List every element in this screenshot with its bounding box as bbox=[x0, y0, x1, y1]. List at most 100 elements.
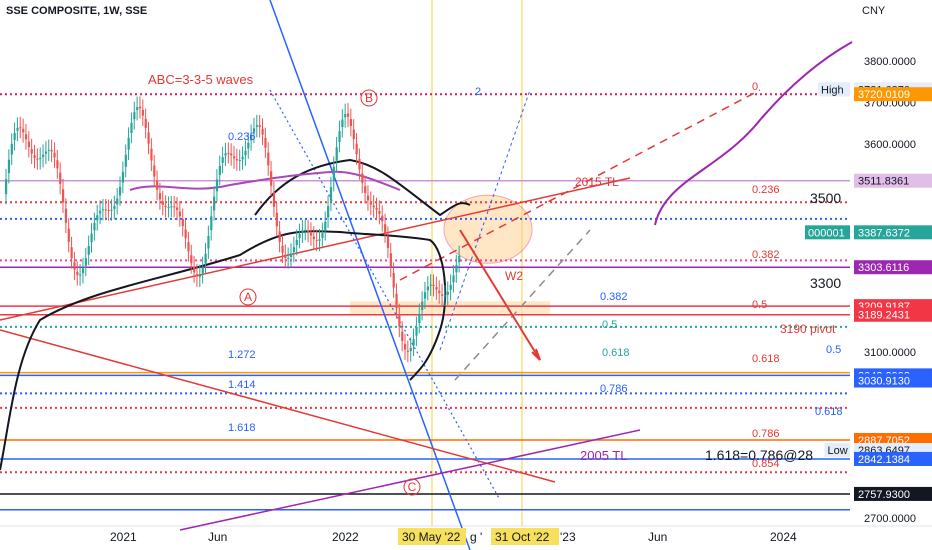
2015-trend-line bbox=[0, 177, 631, 321]
candle-body bbox=[84, 258, 87, 266]
candle-body bbox=[167, 206, 170, 208]
x-tick-label: '23 bbox=[560, 530, 576, 544]
candle-body bbox=[441, 294, 444, 296]
target-ellipse bbox=[443, 194, 533, 264]
candle-body bbox=[221, 157, 224, 163]
candle-body bbox=[230, 153, 233, 156]
candle-body bbox=[153, 165, 156, 177]
price-tag-value: 2842.1384 bbox=[858, 454, 910, 466]
price-tag-label-bg bbox=[818, 82, 850, 97]
fib-label: 2 bbox=[475, 86, 481, 98]
price-tag-bg bbox=[854, 373, 932, 388]
candle-body bbox=[352, 129, 355, 140]
fib-label: 0.618 bbox=[602, 347, 630, 359]
price-tag-bg bbox=[854, 451, 932, 466]
candle-body bbox=[10, 143, 13, 155]
candle-body bbox=[438, 290, 441, 294]
price-tag-value: 3511.8361 bbox=[858, 176, 909, 188]
candle-body bbox=[415, 326, 418, 336]
candle-body bbox=[295, 239, 298, 245]
candle-body bbox=[138, 106, 142, 109]
fib-label: 0 bbox=[752, 81, 758, 93]
wave-label-circle bbox=[360, 89, 378, 107]
candle-body bbox=[96, 215, 99, 221]
candle-body bbox=[278, 231, 281, 242]
wave-label-a: A bbox=[244, 290, 252, 304]
candle-body bbox=[298, 233, 301, 238]
candle-body bbox=[81, 268, 85, 274]
candle-body bbox=[93, 223, 96, 231]
candle-body bbox=[287, 257, 290, 259]
candle-body bbox=[272, 192, 276, 207]
candle-body bbox=[446, 291, 449, 295]
x-tick-label: Jun bbox=[208, 530, 227, 544]
price-tag-label: Low bbox=[828, 445, 848, 457]
candle-body bbox=[73, 262, 76, 270]
candle-body bbox=[304, 229, 307, 231]
candle-body bbox=[349, 119, 353, 127]
candle-body bbox=[13, 132, 16, 141]
candle-body bbox=[384, 224, 387, 233]
price-tag-value: 3303.6116 bbox=[858, 262, 909, 274]
annotation-label: 3190 pivot bbox=[780, 322, 836, 336]
price-tag-value: 3720.0109 bbox=[858, 89, 910, 101]
projection-arrow bbox=[459, 229, 541, 361]
y-tick-label: 3100.0000 bbox=[864, 347, 916, 359]
candle-body bbox=[7, 159, 11, 174]
candle-body bbox=[321, 233, 324, 238]
candle-body bbox=[318, 239, 321, 241]
candle-body bbox=[238, 160, 241, 162]
x-tick-label: 2022 bbox=[332, 530, 359, 544]
x-tick-label: Jun bbox=[648, 530, 667, 544]
candle-body bbox=[241, 156, 244, 160]
candle-body bbox=[366, 195, 370, 201]
fib-label: 0.786 bbox=[752, 428, 780, 440]
candle-body bbox=[213, 196, 216, 211]
candle-body bbox=[270, 171, 273, 186]
candle-body bbox=[386, 236, 390, 248]
annotation-label: ABC=3-3-5 waves bbox=[148, 72, 254, 87]
candle-body bbox=[124, 154, 127, 167]
price-tag-label: High bbox=[821, 84, 844, 96]
price-tag-label: 000001 bbox=[808, 227, 845, 239]
candle-body bbox=[50, 149, 53, 152]
fib-label: 0.5 bbox=[752, 299, 767, 311]
candle-body bbox=[344, 114, 347, 118]
price-tag-value: 2757.9300 bbox=[858, 489, 910, 501]
price-tag-label-bg bbox=[805, 225, 850, 240]
date-tag-label: 31 Oct '22 bbox=[495, 530, 550, 544]
candle-body bbox=[261, 128, 264, 135]
fib-label: 0.618 bbox=[752, 353, 780, 365]
candle-body bbox=[255, 125, 258, 127]
candle-body bbox=[121, 171, 125, 183]
candle-body bbox=[127, 137, 130, 150]
candle-body bbox=[301, 230, 304, 233]
candle-body bbox=[381, 215, 384, 222]
candle-body bbox=[107, 209, 110, 211]
channel-line bbox=[269, 0, 471, 550]
candle-body bbox=[22, 128, 25, 133]
candle-body bbox=[62, 189, 65, 203]
currency-label: CNY bbox=[862, 5, 886, 17]
candle-body bbox=[144, 118, 147, 128]
candle-body bbox=[375, 207, 378, 210]
annotation-label: 3500 bbox=[810, 190, 841, 206]
annotation-label: 2015 TL bbox=[575, 175, 619, 189]
candle-body bbox=[16, 127, 19, 131]
candle-body bbox=[5, 179, 8, 194]
candle-body bbox=[224, 153, 227, 156]
candle-body bbox=[156, 180, 159, 190]
candle-body bbox=[47, 149, 50, 151]
candle-body bbox=[389, 253, 392, 267]
candle-body bbox=[215, 179, 219, 192]
candle-body bbox=[264, 137, 267, 148]
candle-body bbox=[372, 205, 375, 208]
support-zone bbox=[350, 301, 550, 314]
candle-body bbox=[184, 229, 187, 239]
candle-body bbox=[423, 292, 427, 299]
price-tag-bg bbox=[854, 225, 932, 240]
candle-body bbox=[59, 172, 62, 184]
candle-body bbox=[332, 166, 335, 182]
candle-body bbox=[110, 209, 113, 211]
